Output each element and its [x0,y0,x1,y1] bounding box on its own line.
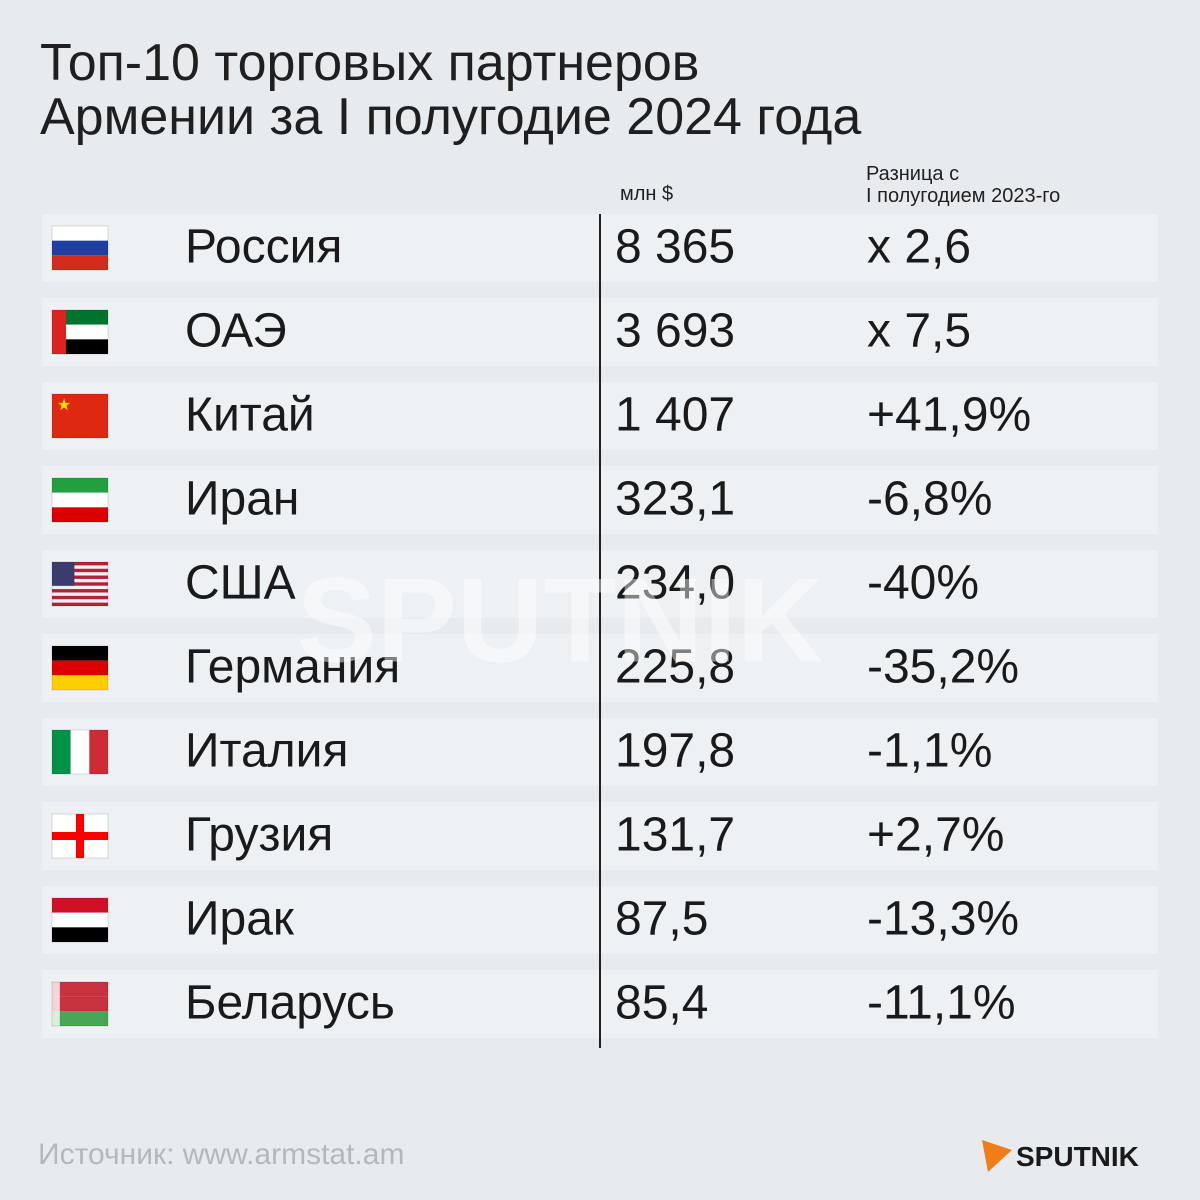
change: +2,7% [867,809,1004,862]
flag-stripe [52,310,66,354]
flag-stripe [52,255,108,270]
title-line: Армении за I полугодие 2024 года [40,88,861,146]
watermark: SPUTNIK [297,554,824,688]
flag-stripe [52,660,108,676]
flag-stripe [52,832,108,840]
country: Россия [185,221,342,274]
column-header: I полугодием 2023-го [866,185,1060,207]
flag-shade [51,477,109,523]
flag [51,225,109,271]
flag-stripe [52,595,108,600]
country: Германия [185,641,400,694]
country: Италия [185,725,348,778]
change: -6,8% [867,473,992,526]
country: Китай [185,389,315,442]
column-header: Разница с [866,163,959,185]
flag-stripe [52,562,75,586]
change: -11,1% [867,977,1016,1030]
flag-stripe [52,1011,108,1026]
value: 3 693 [615,305,735,358]
flag [51,981,109,1027]
flag [51,897,109,943]
flag-stripe [52,562,108,566]
flag-stripe [52,898,108,913]
flag-stripe [89,730,108,774]
flag-stripe [52,492,108,508]
flag-stripe [52,226,108,241]
flag-stripe [52,602,108,606]
flag-stripe [52,646,108,661]
value: 225,8 [615,641,735,694]
change: -13,3% [867,893,1019,946]
flag [51,813,109,859]
flag-stripe [52,927,108,942]
flag-stripe [70,730,90,774]
flag-stripe [52,982,108,997]
flag-shade [51,561,109,607]
flag-stripe [52,675,108,690]
value: 8 365 [615,221,735,274]
country: Беларусь [185,977,395,1030]
value: 234,0 [615,557,735,610]
flag-shade [51,813,109,859]
country: США [185,557,296,610]
column-header: млн $ [620,183,673,205]
flag-stripe [52,478,108,493]
flag-shade [51,225,109,271]
flag-stripe [52,240,108,256]
flag-stripe [52,982,60,1026]
logo: SPUTNIK [1016,1141,1139,1172]
country: Иран [185,473,299,526]
flag: ★ [51,393,109,439]
change: x 7,5 [867,305,971,358]
change: -1,1% [867,725,992,778]
flag-stripe [52,582,108,586]
flag-shade [51,897,109,943]
value: 1 407 [615,389,735,442]
country: ОАЭ [185,305,287,358]
flag [51,561,109,607]
change: -40% [867,557,979,610]
flag [51,729,109,775]
flag [51,477,109,523]
country: Ирак [185,893,295,946]
flag-stripe [52,589,108,593]
change: x 2,6 [867,221,971,274]
flag-stripe [52,730,71,774]
flag-stripe [52,912,108,928]
flag-star: ★ [57,397,71,414]
flag-shade [51,981,109,1027]
change: +41,9% [867,389,1031,442]
flag-shade [51,309,109,355]
country: Грузия [185,809,333,862]
source: Источник: www.armstat.am [38,1138,404,1171]
change: -35,2% [867,641,1019,694]
title-line: Топ-10 торговых партнеров [40,34,699,92]
flag-stripe [52,996,108,1012]
flag [51,309,109,355]
flag-stripe [52,394,108,438]
flag-stripe [52,568,108,573]
value: 197,8 [615,725,735,778]
flag-shade [51,645,109,691]
flag-shade [51,393,109,439]
flag [51,645,109,691]
value: 131,7 [615,809,735,862]
value: 85,4 [615,977,708,1030]
flag-shade [51,729,109,775]
flag-stripe [52,575,108,579]
value: 87,5 [615,893,708,946]
value: 323,1 [615,473,735,526]
flag-stripe [52,507,108,522]
logo-icon [982,1140,1012,1172]
